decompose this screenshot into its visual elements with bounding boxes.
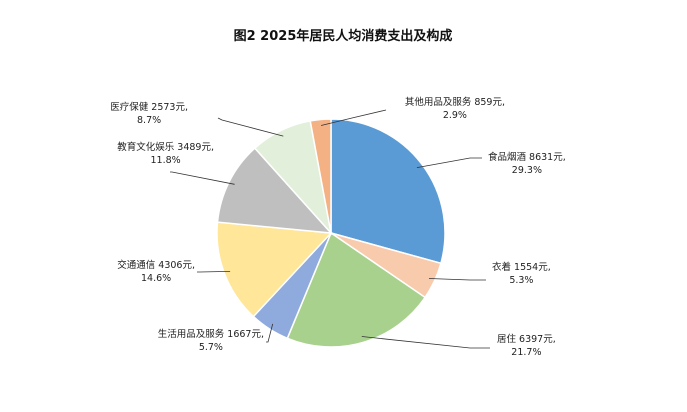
slice-label-percent: 2.9% xyxy=(443,110,467,121)
leader-line xyxy=(266,323,274,343)
slice-label-percent: 5.3% xyxy=(509,275,533,286)
leader-line xyxy=(416,157,482,168)
slice-label-name: 生活用品及服务 1667元, xyxy=(158,328,264,340)
slice-label-name: 交通通信 4306元, xyxy=(117,259,195,271)
pie-slice xyxy=(286,231,427,348)
slice-label-name: 医疗保健 2573元, xyxy=(110,101,188,113)
slice-label-name: 食品烟酒 8631元, xyxy=(488,151,566,163)
slice-label-name: 教育文化娱乐 3489元, xyxy=(117,141,214,153)
pie-slice xyxy=(330,118,446,265)
pie-slices xyxy=(216,118,446,348)
slice-labels: 食品烟酒 8631元, 29.3% 衣着 1554元, 5.3% 居住 6397元, 21… xyxy=(110,96,565,358)
leader-line xyxy=(217,117,284,137)
leader-line xyxy=(428,278,486,281)
slice-label-percent: 29.3% xyxy=(512,165,542,176)
chart-title: 图2 2025年居民人均消费支出及构成 xyxy=(234,28,453,44)
slice-label-percent: 21.7% xyxy=(511,347,541,358)
slice-label-name: 居住 6397元, xyxy=(497,333,556,345)
leader-line xyxy=(321,109,387,126)
pie-slice xyxy=(309,118,332,234)
slice-label-name: 衣着 1554元, xyxy=(492,261,551,273)
leader-line xyxy=(170,171,235,185)
leader-lines xyxy=(170,109,490,349)
slice-label-percent: 14.6% xyxy=(141,273,171,284)
slice-label-percent: 8.7% xyxy=(137,115,161,126)
pie-slice xyxy=(216,221,333,318)
leader-line xyxy=(197,271,231,273)
slice-label-percent: 5.7% xyxy=(199,342,223,353)
slice-label-name: 其他用品及服务 859元, xyxy=(405,96,505,108)
slice-label-percent: 11.8% xyxy=(151,155,181,166)
leader-line xyxy=(361,336,490,349)
pie-slice xyxy=(216,147,333,234)
